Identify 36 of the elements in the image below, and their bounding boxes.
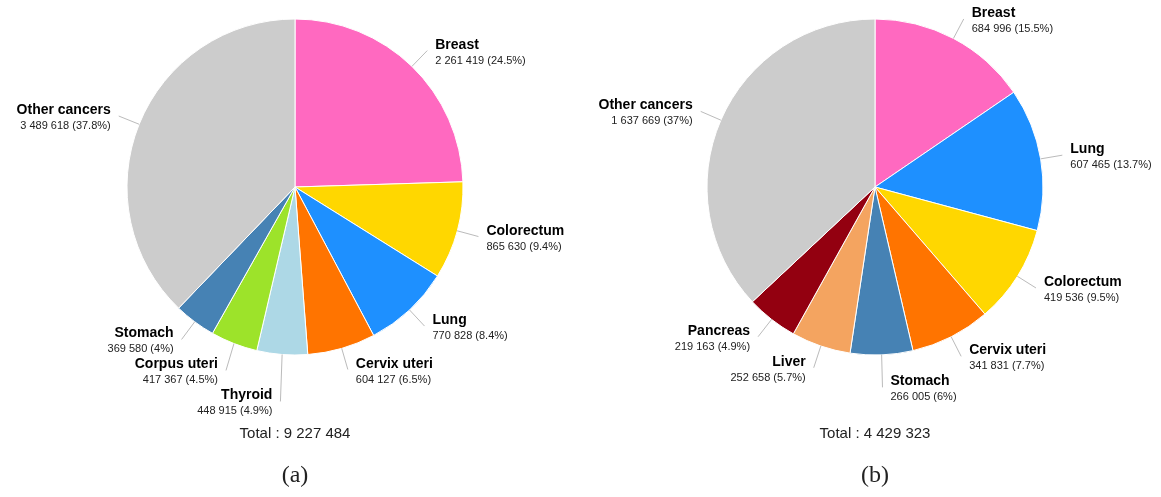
data-label: 341 831 (7.7%) xyxy=(969,359,1045,372)
slice-label: Lung xyxy=(432,311,467,328)
slice-label: Stomach xyxy=(890,372,950,389)
text: Total : 9 227 484 xyxy=(239,424,351,441)
text: (b) xyxy=(861,461,889,487)
data-label: 3 489 618 (37.8%) xyxy=(20,119,111,132)
slice-label: Cervix uteri xyxy=(355,354,433,371)
data-label: 419 536 (9.5%) xyxy=(1043,290,1120,303)
text: (a) xyxy=(281,461,309,487)
slice-label: Colorectum xyxy=(486,221,565,238)
text: Total : 4 429 323 xyxy=(819,424,931,441)
slice-label: Colorectum xyxy=(1043,272,1122,289)
data-label: 607 465 (13.7%) xyxy=(1070,158,1152,171)
slice-label: Other cancers xyxy=(598,96,693,113)
data-label: 684 996 (15.5%) xyxy=(971,21,1054,34)
data-label: 266 005 (6%) xyxy=(890,390,957,403)
data-label: 417 367 (4.5%) xyxy=(142,373,218,386)
slice-label: Breast xyxy=(435,35,480,52)
slice-label: Liver xyxy=(772,352,807,369)
slice-label: Lung xyxy=(1070,140,1105,157)
data-label: 369 580 (4%) xyxy=(107,342,174,355)
data-label: 770 828 (8.4%) xyxy=(432,329,508,342)
data-label: 865 630 (9.4%) xyxy=(486,239,562,252)
slice-label: Corpus uteri xyxy=(134,355,218,372)
slice-label: Pancreas xyxy=(687,321,751,338)
data-label: 448 915 (4.9%) xyxy=(197,404,273,417)
data-label: 2 261 419 (24.5%) xyxy=(435,53,526,66)
slice-label: Breast xyxy=(971,3,1016,20)
slice-label: Stomach xyxy=(114,324,174,341)
data-label: 604 127 (6.5%) xyxy=(355,372,432,385)
slice-label: Thyroid xyxy=(221,386,273,403)
slice-label: Other cancers xyxy=(16,101,111,118)
data-label: 252 658 (5.7%) xyxy=(730,370,806,383)
data-label: 1 637 669 (37%) xyxy=(611,114,693,127)
data-label: 219 163 (4.9%) xyxy=(674,339,751,352)
slice-label: Cervix uteri xyxy=(969,341,1047,358)
